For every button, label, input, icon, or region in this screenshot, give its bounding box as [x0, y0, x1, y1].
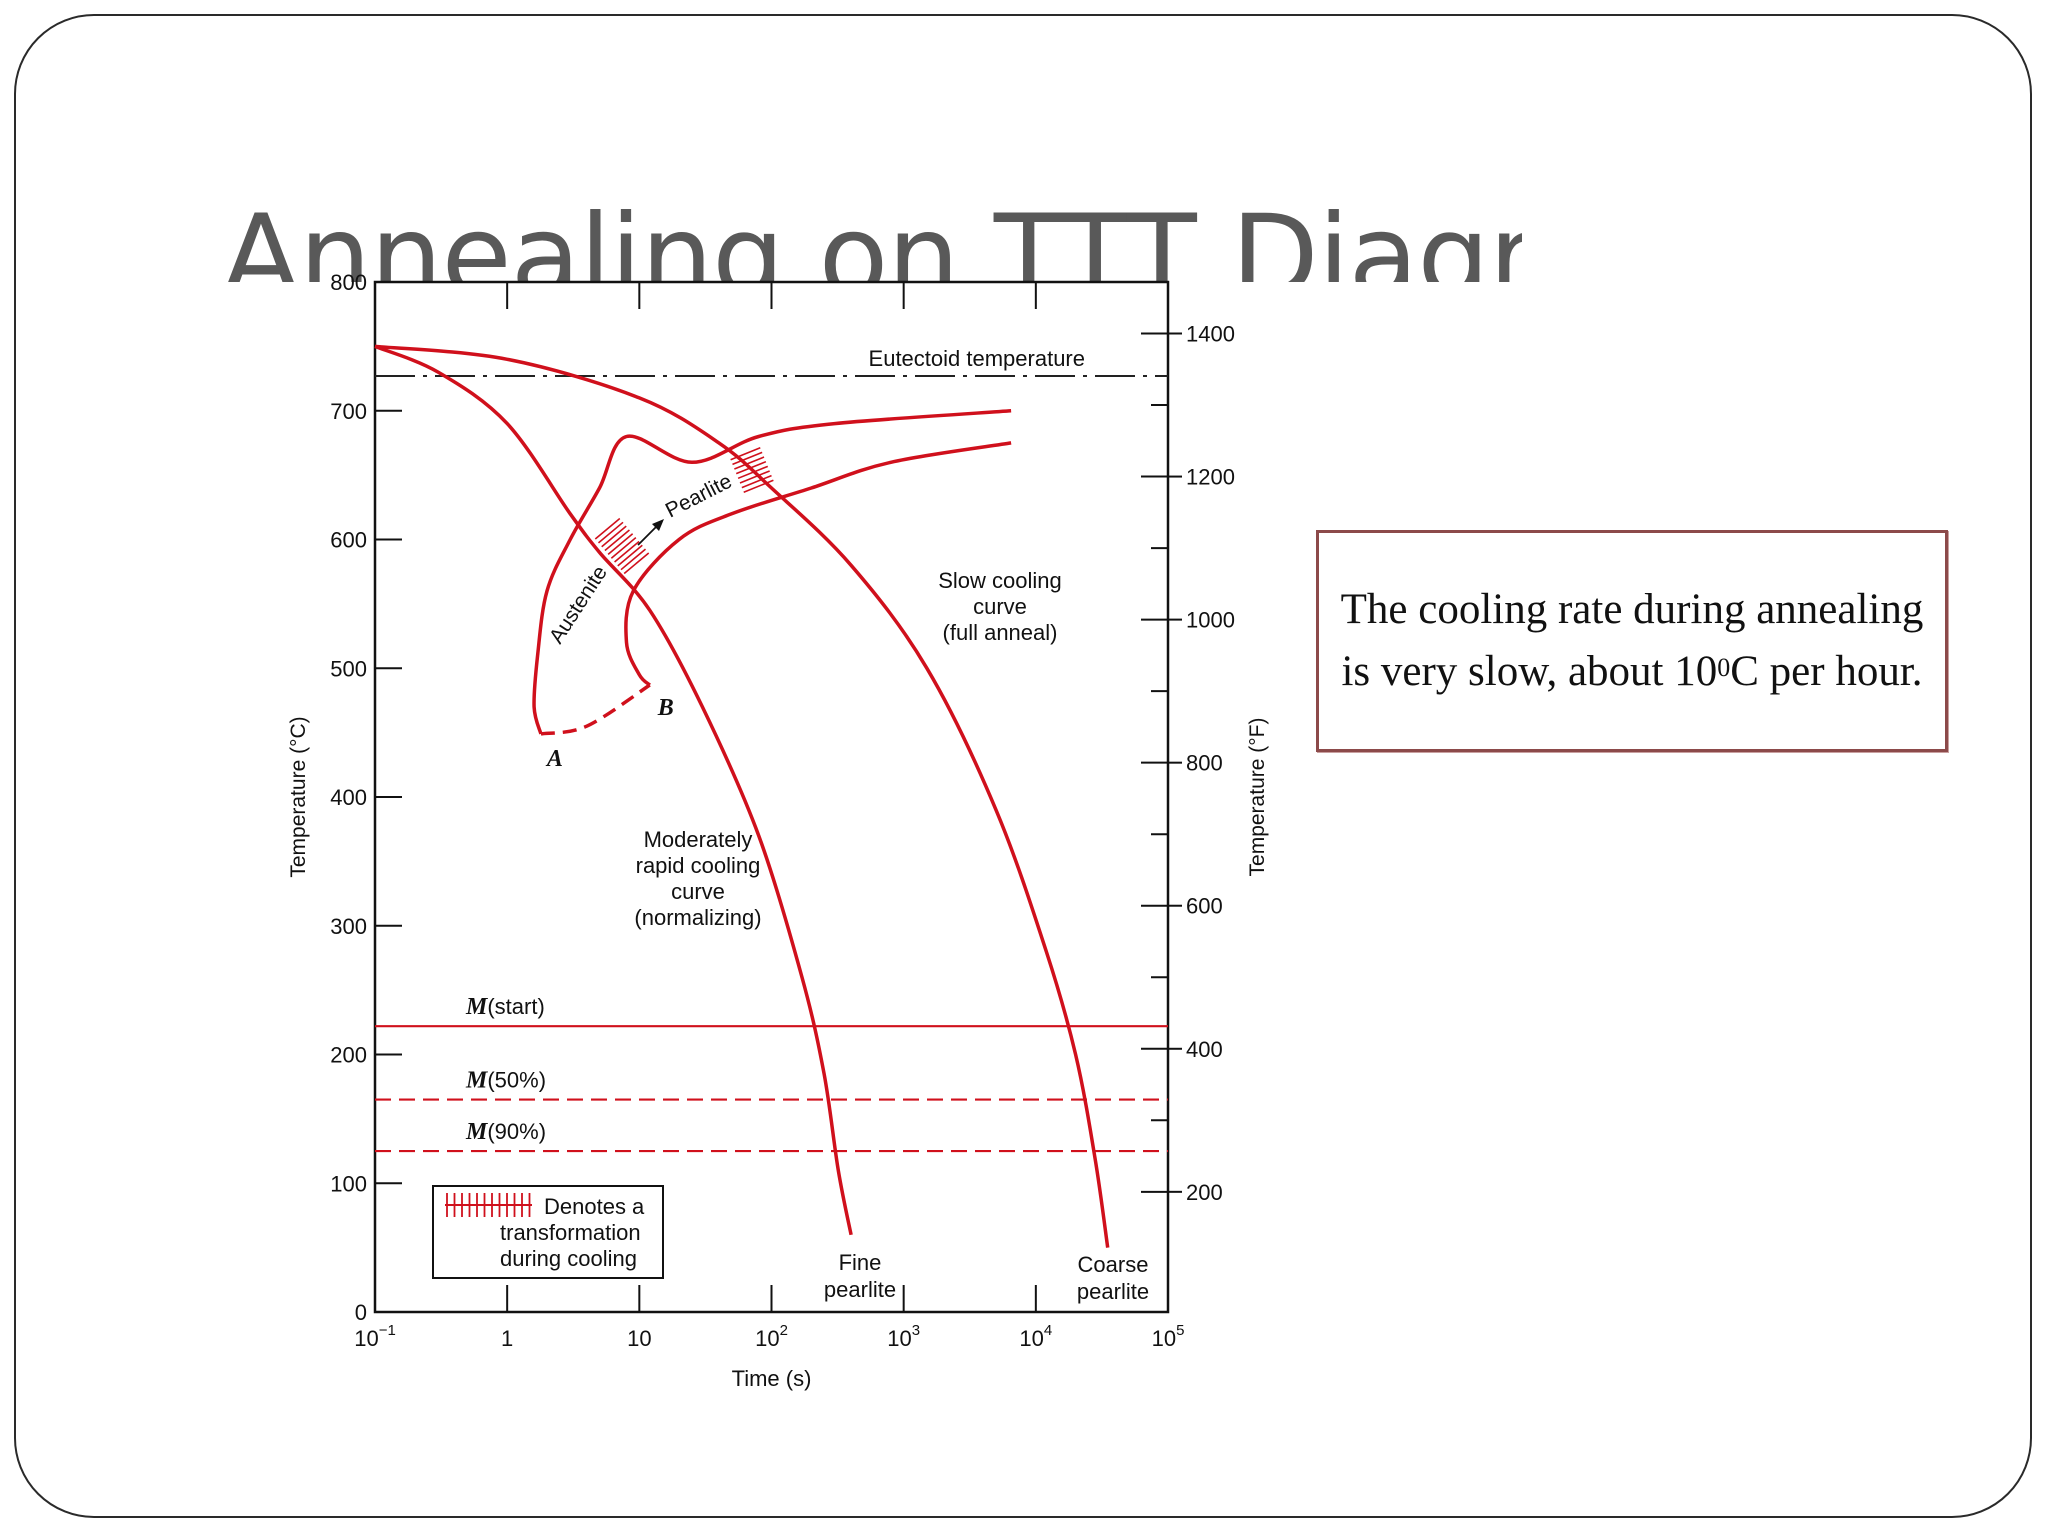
hatch-mark [734, 456, 765, 470]
point-label-b: B [657, 695, 674, 721]
legend-text-line-3: during cooling [500, 1246, 637, 1271]
legend-text-line-2: transformation [500, 1220, 641, 1245]
y-left-tick-label: 200 [330, 1043, 367, 1068]
legend-text-line-1: Denotes a [544, 1194, 645, 1219]
note-box: The cooling rate during annealing is ver… [1316, 530, 1948, 752]
y-right-tick-label: 200 [1186, 1180, 1223, 1205]
martensite-label: M(90%) [465, 1119, 546, 1145]
y-right-tick-label: 400 [1186, 1037, 1223, 1062]
hatch-mark [732, 451, 763, 466]
x-tick-label: 104 [1019, 1322, 1052, 1351]
x-tick-label: 102 [755, 1322, 788, 1351]
y-left-tick-label: 800 [330, 270, 367, 295]
hatch-mark [620, 548, 647, 571]
eutectoid-label: Eutectoid temperature [869, 346, 1085, 371]
y-right-tick-label: 800 [1186, 751, 1223, 776]
austenite-label: Austenite [545, 562, 612, 648]
y-right-tick-label: 1000 [1186, 608, 1235, 633]
hatch-mark [623, 552, 650, 575]
normalizing-curve-label: Moderately rapid cooling curve (normalizing… [634, 827, 761, 930]
y-right-tick-label: 1400 [1186, 322, 1235, 347]
y-left-tick-label: 500 [330, 656, 367, 681]
hatch-mark [730, 447, 761, 461]
x-tick-label: 1 [501, 1326, 513, 1351]
arrow-head [652, 519, 664, 531]
y-left-axis-title: Temperature (°C) [287, 716, 310, 877]
hatch-mark [743, 479, 774, 493]
hatch-mark [741, 474, 772, 489]
martensite-label: M(start) [465, 994, 545, 1020]
x-tick-label: 10 [627, 1326, 651, 1351]
hatch-mark [601, 525, 627, 548]
y-right-tick-label: 600 [1186, 894, 1223, 919]
hatch-mark [610, 537, 637, 559]
cooling-curve-1 [374, 344, 1110, 1248]
x-tick-label: 10−1 [354, 1322, 396, 1351]
transformation-hatch [594, 517, 650, 575]
hatch-mark [594, 517, 621, 540]
y-left-tick-label: 0 [355, 1300, 367, 1325]
pearlite-label: Pearlite [662, 470, 736, 523]
coarse-pearlite-label: Coarse pearlite [1077, 1252, 1149, 1304]
hatch-mark [737, 465, 769, 480]
slide-title: Annealing on TTT Diagram [222, 190, 1522, 282]
y-left-tick-label: 600 [330, 528, 367, 553]
hatch-mark [735, 460, 767, 475]
x-tick-label: 103 [887, 1322, 920, 1351]
martensite-label: M(50%) [465, 1068, 546, 1094]
fine-pearlite-label: Fine pearlite [824, 1250, 896, 1302]
note-text: The cooling rate during annealing is ver… [1319, 579, 1945, 703]
legend-box [432, 1185, 664, 1279]
hatch-mark [597, 521, 624, 544]
y-left-tick-label: 400 [330, 785, 367, 810]
labels-group: Eutectoid temperature M(start) M(50%) M(90%… [432, 346, 1149, 1304]
hatch-mark [604, 529, 630, 552]
hatch-mark [617, 544, 643, 567]
y-right-axis-title: Temperature (°F) [1246, 718, 1269, 877]
y-left-tick-label: 100 [330, 1171, 367, 1196]
hatch-mark [614, 540, 640, 563]
hatch-mark [739, 470, 770, 484]
note-text-main: The cooling rate during annealing is ver… [1340, 586, 1924, 695]
axes-group: 0 100 200 300 400 500 600 700 800 200 400 600 800 100… [287, 270, 1269, 1391]
transformation-start-curve [532, 409, 1012, 735]
full-anneal-curve-label: Slow cooling curve (full anneal) [938, 568, 1062, 645]
transformation-hatch [730, 447, 774, 493]
note-superscript: 0 [1717, 653, 1731, 682]
ab-dashed-curve [540, 683, 651, 736]
note-text-end: C per hour. [1730, 648, 1923, 695]
cooling-curve-0 [374, 344, 853, 1236]
plot-frame [373, 280, 1170, 1314]
x-tick-label: 105 [1152, 1322, 1185, 1351]
y-left-tick-label: 300 [330, 914, 367, 939]
transformation-finish-curve [624, 441, 1012, 687]
point-label-a: A [545, 746, 563, 772]
x-axis-title: Time (s) [732, 1366, 812, 1391]
hatch-mark [607, 533, 634, 555]
slide-frame [14, 14, 2032, 1518]
y-right-tick-label: 1200 [1186, 465, 1235, 490]
curves-group [374, 344, 1168, 1248]
y-left-tick-label: 700 [330, 399, 367, 424]
